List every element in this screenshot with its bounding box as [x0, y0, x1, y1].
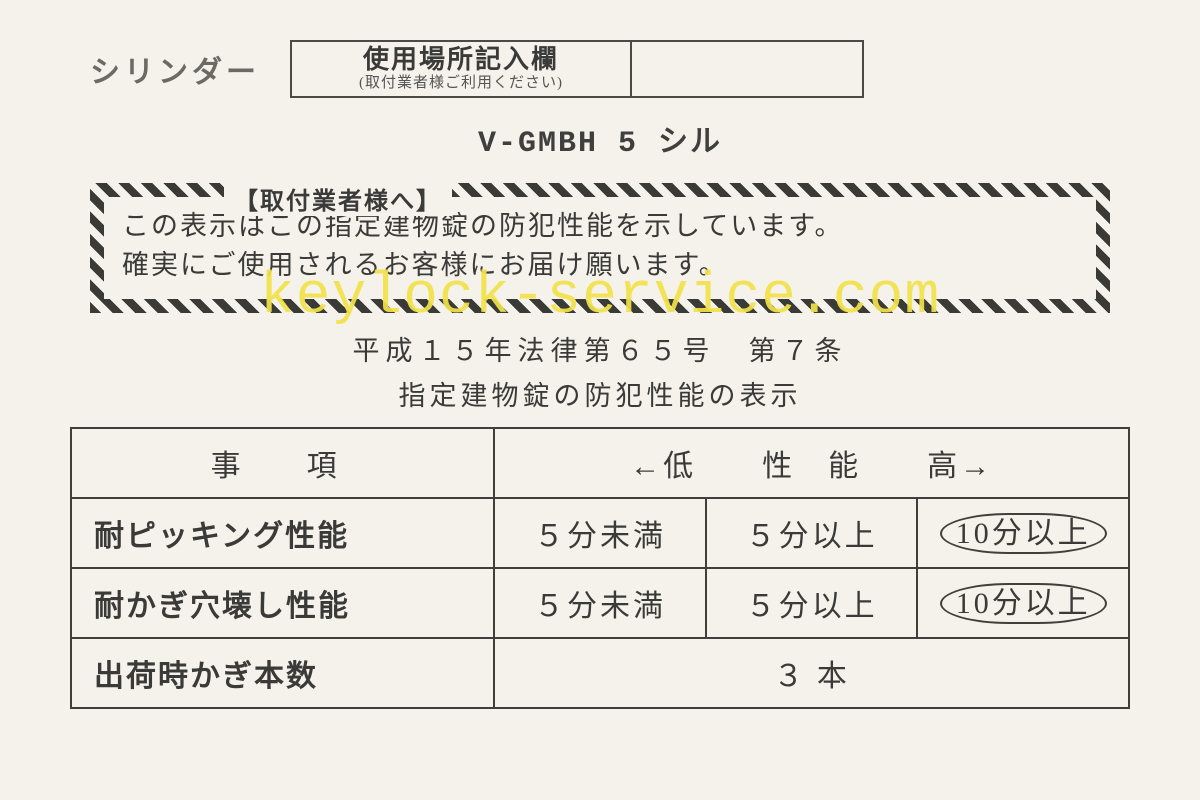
installer-notice-body: この表示はこの指定建物錠の防犯性能を示しています。 確実にご使用されるお客様にお…: [122, 207, 1078, 285]
circled-value: 10分以上: [940, 513, 1107, 555]
notice-line-2: 確実にご使用されるお客様にお届け願います。: [122, 246, 1078, 285]
location-entry-box: 使用場所記入欄 (取付業者様ご利用ください): [290, 40, 864, 98]
law-reference: 平成１５年法律第６５号 第７条: [70, 329, 1130, 368]
location-entry-label: 使用場所記入欄 (取付業者様ご利用ください): [292, 42, 632, 96]
header-item: 事 項: [71, 428, 494, 498]
row-item: 耐かぎ穴壊し性能: [71, 568, 494, 638]
location-sub-text: (取付業者様ご利用ください): [359, 75, 563, 92]
circled-value: 10分以上: [940, 583, 1107, 625]
cylinder-label: シリンダー: [90, 47, 260, 91]
row-low: ５分未満: [494, 498, 706, 568]
table-title: 指定建物錠の防犯性能の表示: [70, 374, 1130, 413]
keys-value: ３ 本: [494, 638, 1129, 708]
row-low: ５分未満: [494, 568, 706, 638]
table-row: 耐ピッキング性能 ５分未満 ５分以上 10分以上: [71, 498, 1129, 568]
installer-notice: 【取付業者様へ】 この表示はこの指定建物錠の防犯性能を示しています。 確実にご使…: [90, 183, 1110, 313]
keys-label: 出荷時かぎ本数: [71, 638, 494, 708]
table-keys-row: 出荷時かぎ本数 ３ 本: [71, 638, 1129, 708]
performance-table: 事 項 ←低 性 能 高→ 耐ピッキング性能 ５分未満 ５分以上 10分以上 耐…: [70, 427, 1130, 709]
header-row: シリンダー 使用場所記入欄 (取付業者様ご利用ください): [90, 40, 1130, 98]
header-scale: ←低 性 能 高→: [494, 428, 1129, 498]
location-entry-blank: [632, 42, 862, 96]
row-mid: ５分以上: [706, 568, 918, 638]
location-main-text: 使用場所記入欄: [363, 46, 559, 75]
installer-notice-legend: 【取付業者様へ】: [224, 181, 452, 216]
table-row: 耐かぎ穴壊し性能 ５分未満 ５分以上 10分以上: [71, 568, 1129, 638]
row-item: 耐ピッキング性能: [71, 498, 494, 568]
model-number: V-GMBH 5 シル: [70, 116, 1130, 161]
row-high: 10分以上: [917, 568, 1129, 638]
table-header-row: 事 項 ←低 性 能 高→: [71, 428, 1129, 498]
row-mid: ５分以上: [706, 498, 918, 568]
row-high: 10分以上: [917, 498, 1129, 568]
